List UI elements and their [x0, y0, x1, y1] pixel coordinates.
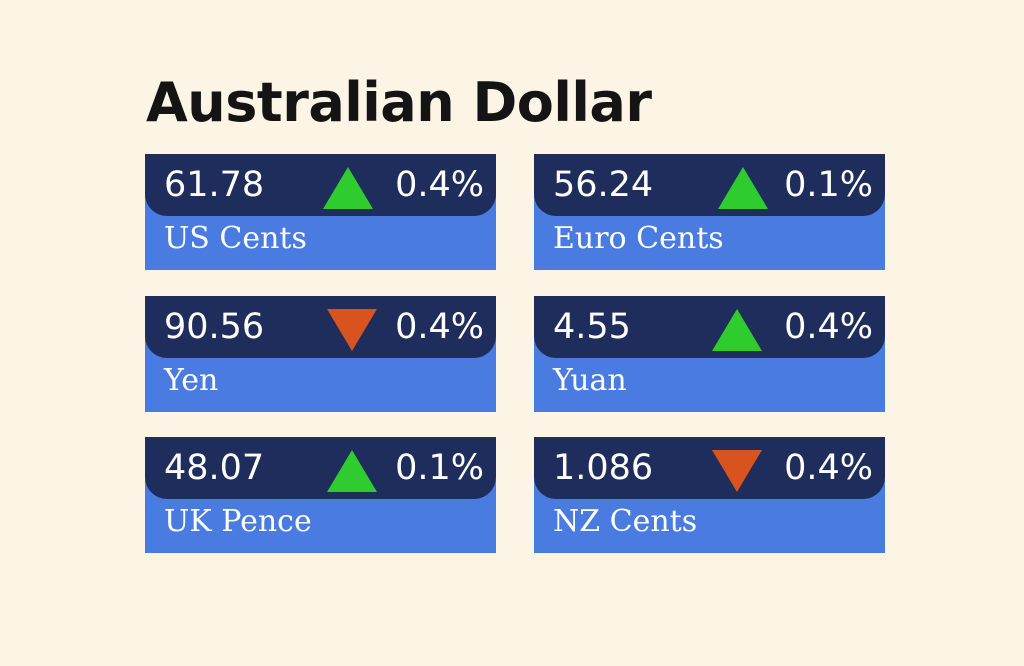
up-arrow-icon [712, 309, 762, 351]
page-title: Australian Dollar [146, 71, 652, 134]
rate-value: 56.24 [553, 165, 654, 205]
down-arrow-icon [712, 450, 762, 492]
rate-change: 0.4% [784, 307, 873, 347]
rate-card-header [145, 296, 496, 358]
rate-change: 0.1% [395, 448, 484, 488]
rate-card-header [534, 437, 885, 499]
up-arrow-icon [323, 167, 373, 209]
down-arrow-icon [327, 309, 377, 351]
rate-change: 0.4% [784, 448, 873, 488]
rate-card-uk-pence: 48.07 0.1% UK Pence [145, 437, 496, 553]
rate-card-header [145, 437, 496, 499]
rate-card-yen: 90.56 0.4% Yen [145, 296, 496, 412]
rate-card-header [145, 154, 496, 216]
rate-card-header [534, 154, 885, 216]
rate-card-euro-cents: 56.24 0.1% Euro Cents [534, 154, 885, 270]
rate-value: 61.78 [164, 165, 265, 205]
up-arrow-icon [327, 450, 377, 492]
rate-card-header [534, 296, 885, 358]
rate-label: UK Pence [164, 504, 312, 539]
rate-change: 0.1% [784, 165, 873, 205]
rate-value: 1.086 [553, 448, 654, 488]
rate-card-nz-cents: 1.086 0.4% NZ Cents [534, 437, 885, 553]
rate-card-us-cents: 61.78 0.4% US Cents [145, 154, 496, 270]
rate-label: Euro Cents [553, 221, 724, 256]
up-arrow-icon [718, 167, 768, 209]
rate-value: 4.55 [553, 307, 631, 347]
rate-card-yuan: 4.55 0.4% Yuan [534, 296, 885, 412]
rate-label: Yuan [553, 363, 627, 398]
rate-value: 48.07 [164, 448, 265, 488]
rate-value: 90.56 [164, 307, 265, 347]
rate-label: NZ Cents [553, 504, 698, 539]
rate-label: Yen [164, 363, 219, 398]
rate-label: US Cents [164, 221, 307, 256]
rate-change: 0.4% [395, 307, 484, 347]
rate-change: 0.4% [395, 165, 484, 205]
